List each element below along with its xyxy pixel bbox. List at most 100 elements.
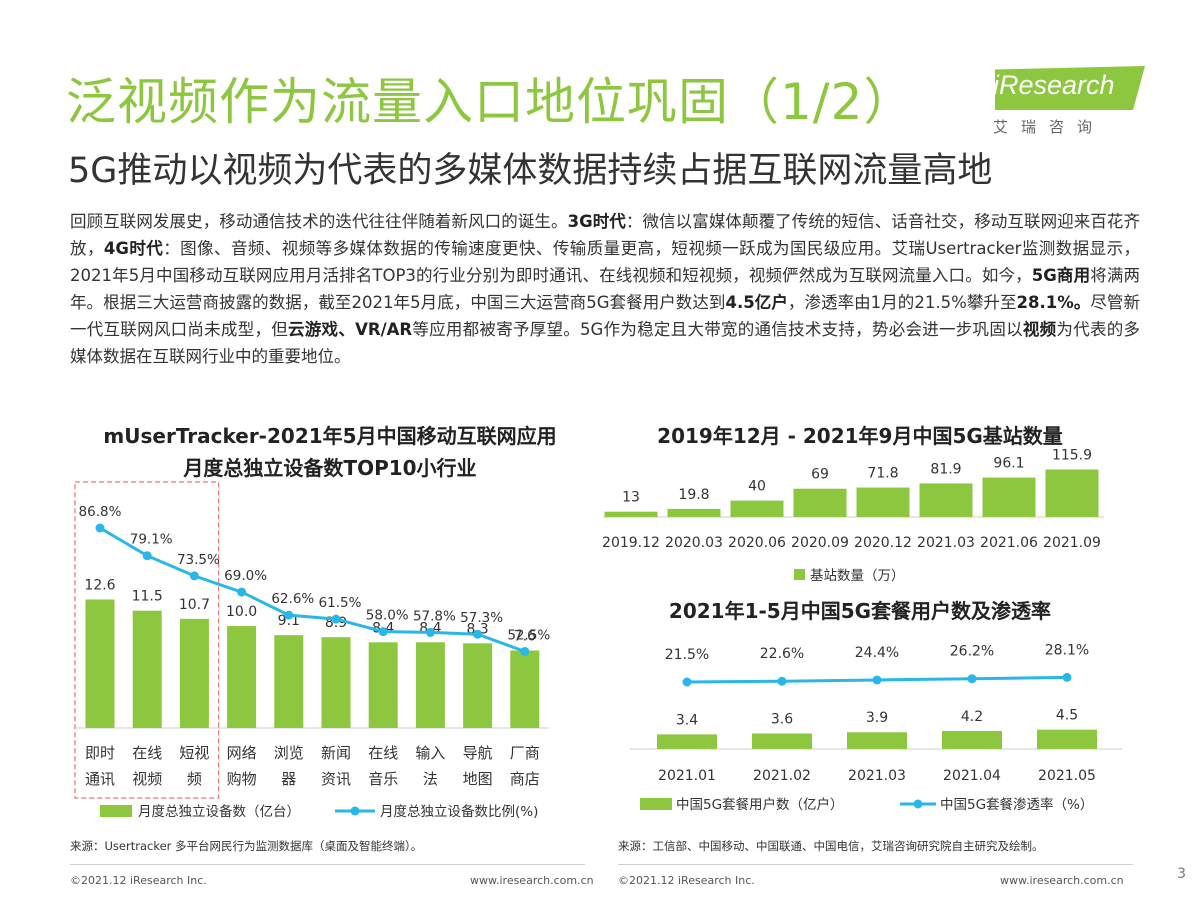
highlight-box bbox=[74, 481, 220, 799]
line-value-label: 57.3% bbox=[460, 610, 503, 626]
chart2-title: 2019年12月 - 2021年9月中国5G基站数量 bbox=[657, 424, 1063, 448]
bar bbox=[982, 477, 1036, 517]
body-text-segment: ：微信以富媒体颠覆了传统的短信、话音社交，移动互联网迎来百花齐放， bbox=[70, 212, 1141, 258]
line-point bbox=[682, 677, 692, 687]
category-label: 2021.05 bbox=[1038, 768, 1096, 784]
category-label: 2020.06 bbox=[728, 535, 786, 551]
category-label: 2021.03 bbox=[848, 768, 906, 784]
line-point bbox=[237, 587, 247, 597]
category-label: 导航 bbox=[463, 744, 493, 762]
footer-divider-left bbox=[70, 864, 585, 865]
line-point bbox=[520, 646, 530, 656]
category-label: 2021.01 bbox=[658, 768, 716, 784]
category-label: 短视 bbox=[179, 744, 209, 762]
bar-value-label: 96.1 bbox=[993, 456, 1024, 472]
body-bold-segment: 3G时代 bbox=[567, 212, 626, 231]
bar-value-label: 4.5 bbox=[1056, 708, 1078, 724]
bar-value-label: 10.0 bbox=[226, 604, 257, 620]
category-label: 2020.09 bbox=[791, 535, 849, 551]
bar-value-label: 9.1 bbox=[278, 613, 300, 629]
bar bbox=[847, 732, 907, 749]
bar-value-label: 11.5 bbox=[132, 589, 163, 605]
line-value-label: 86.8% bbox=[79, 504, 122, 520]
category-label: 2020.03 bbox=[665, 535, 723, 551]
bar-value-label: 7.6 bbox=[514, 628, 536, 644]
footer-divider-right bbox=[618, 864, 1133, 865]
line-series bbox=[99, 526, 526, 653]
line-value-label: 52.5% bbox=[507, 627, 550, 643]
category-label: 视频 bbox=[132, 770, 162, 788]
line-value-label: 21.5% bbox=[665, 647, 709, 663]
line-value-label: 73.5% bbox=[177, 552, 220, 568]
line-value-label: 26.2% bbox=[950, 644, 994, 660]
line-point bbox=[331, 614, 341, 624]
body-bold-segment: 4G时代 bbox=[103, 239, 164, 258]
category-label: 即时 bbox=[85, 744, 115, 762]
category-label: 2021.09 bbox=[1043, 535, 1101, 551]
bar bbox=[604, 511, 658, 517]
chart3-title: 2021年1-5月中国5G套餐用户数及渗透率 bbox=[668, 599, 1052, 623]
body-text-segment: 回顾互联网发展史，移动通信技术的迭代往往伴随着新风口的诞生。 bbox=[70, 212, 568, 231]
bar bbox=[667, 508, 721, 517]
bar bbox=[510, 650, 540, 728]
chart1-source: 来源：Usertracker 多平台网民行为监测数据库（桌面及智能终端）。 bbox=[70, 839, 423, 853]
category-label: 购物 bbox=[227, 770, 257, 788]
bar bbox=[793, 488, 847, 517]
bar bbox=[274, 635, 304, 728]
body-text-segment: 等应用都被寄予厚望。5G作为稳定且大带宽的通信技术支持，势必会进一步巩固以 bbox=[412, 320, 1023, 339]
line-value-label: 61.5% bbox=[319, 595, 362, 611]
category-label: 网络 bbox=[227, 744, 257, 762]
bar-value-label: 115.9 bbox=[1052, 447, 1092, 463]
line-value-label: 22.6% bbox=[760, 646, 804, 662]
chart1-title-line2: 月度总独立设备数TOP10小行业 bbox=[183, 456, 477, 480]
line-point bbox=[95, 523, 105, 533]
bar-value-label: 10.7 bbox=[179, 597, 210, 613]
iresearch-logo: iResearch 艾瑞咨询 bbox=[985, 62, 1145, 142]
legend-label-line: 中国5G套餐渗透率（%） bbox=[940, 796, 1093, 813]
line-value-label: 69.0% bbox=[224, 568, 267, 584]
chart2-5g-base-stations: 13 19.8 40 69 71.8 81.9 96.1 115.9 2019.12 2020.0… bbox=[602, 447, 1104, 584]
legend-swatch-bar bbox=[100, 805, 132, 817]
page-title: 泛视频作为流量入口地位巩固（1/2） bbox=[66, 73, 915, 131]
category-label: 2021.03 bbox=[917, 535, 975, 551]
bar-value-label: 3.4 bbox=[676, 712, 698, 728]
legend-label-bar: 月度总独立设备数（亿台） bbox=[138, 803, 300, 820]
bar-value-label: 12.6 bbox=[84, 577, 115, 593]
legend-swatch-point bbox=[350, 806, 360, 816]
body-bold-segment: 云游戏、VR/AR bbox=[288, 320, 413, 339]
line-value-label: 57.8% bbox=[413, 608, 456, 624]
bar bbox=[1037, 729, 1097, 749]
line-value-label: 62.6% bbox=[271, 591, 314, 607]
line-point bbox=[142, 551, 152, 561]
line-value-label: 28.1% bbox=[1045, 642, 1089, 658]
line-point bbox=[1062, 672, 1072, 682]
bar bbox=[919, 483, 973, 517]
bar-value-label: 69 bbox=[811, 467, 829, 483]
body-text-segment: 为代表的多媒体数据在互联网行业中的重要地位。 bbox=[70, 320, 1141, 366]
line-point bbox=[777, 676, 787, 686]
bar bbox=[1045, 469, 1099, 517]
category-label: 通讯 bbox=[85, 770, 115, 788]
bar bbox=[415, 642, 445, 728]
line-value-label: 79.1% bbox=[130, 532, 173, 548]
category-label: 频 bbox=[187, 770, 202, 788]
page-number: 3 bbox=[1177, 866, 1186, 882]
legend-label-line: 月度总独立设备数比例(%) bbox=[380, 803, 538, 820]
body-bold-segment: 视频 bbox=[1022, 320, 1057, 339]
bar bbox=[657, 734, 717, 749]
category-label: 2021.02 bbox=[753, 768, 811, 784]
category-label: 在线 bbox=[368, 744, 398, 762]
bar-value-label: 71.8 bbox=[867, 466, 898, 482]
category-label: 器 bbox=[281, 770, 296, 788]
bar bbox=[942, 730, 1002, 749]
legend-swatch-bar bbox=[794, 569, 805, 580]
logo-brand-text: iResearch bbox=[993, 70, 1115, 100]
category-label: 新闻 bbox=[321, 744, 351, 762]
body-bold-segment: 4.5亿户 bbox=[725, 293, 788, 312]
line-point bbox=[284, 610, 294, 620]
chart1-title-line1: mUserTracker-2021年5月中国移动互联网应用 bbox=[103, 424, 557, 448]
bar-value-label: 19.8 bbox=[678, 487, 709, 503]
category-label: 2021.04 bbox=[943, 768, 1001, 784]
legend-swatch-bar bbox=[640, 798, 672, 810]
bar bbox=[227, 626, 257, 728]
